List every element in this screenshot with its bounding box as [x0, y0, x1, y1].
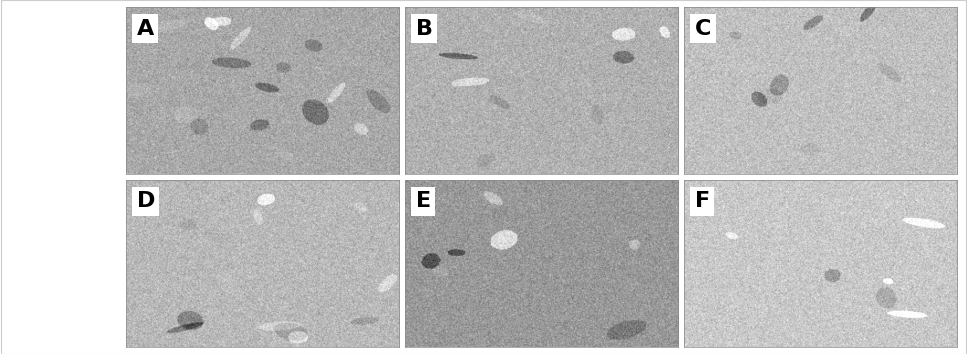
Text: E: E [416, 191, 431, 211]
Text: B: B [416, 19, 432, 39]
Text: C: C [694, 19, 711, 39]
Text: F: F [694, 191, 710, 211]
Text: D: D [136, 191, 155, 211]
Text: A: A [136, 19, 154, 39]
